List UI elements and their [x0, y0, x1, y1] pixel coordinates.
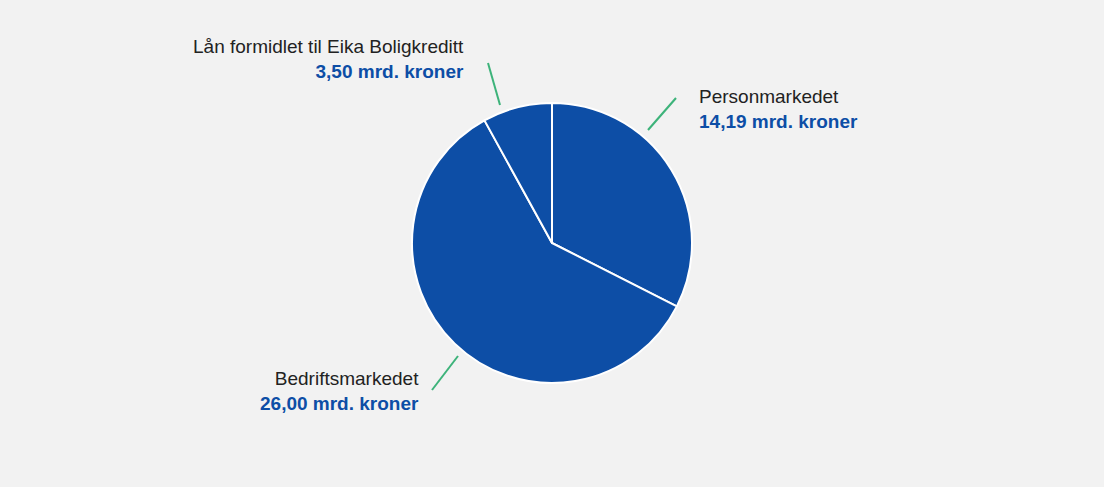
svg-text:Bedriftsmarkedet26,00 mrd. kro: Bedriftsmarkedet26,00 mrd. kroner	[260, 368, 419, 414]
svg-text:Lån formidlet til Eika Boligkr: Lån formidlet til Eika Boligkreditt3,50 …	[193, 36, 464, 82]
svg-text:Personmarkedet14,19 mrd. krone: Personmarkedet14,19 mrd. kroner	[699, 86, 858, 132]
